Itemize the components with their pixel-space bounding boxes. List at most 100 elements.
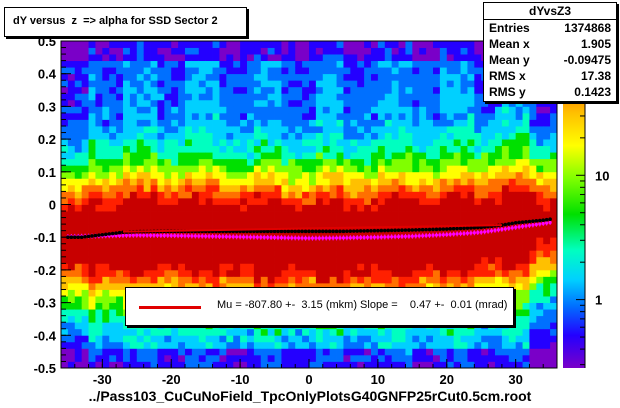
heatmap-cell	[109, 309, 117, 317]
heatmap-cell	[501, 152, 510, 160]
heatmap-cell	[88, 145, 96, 153]
heatmap-cell	[377, 126, 386, 133]
heatmap-cell	[123, 112, 131, 120]
heatmap-cell	[253, 165, 262, 173]
heatmap-cell	[191, 237, 200, 245]
heatmap-cell	[136, 211, 145, 218]
heatmap-cell	[198, 67, 207, 75]
heatmap-cell	[95, 354, 103, 362]
heatmap-cell	[336, 191, 344, 199]
heatmap-cell	[109, 197, 117, 205]
profile-point-magenta	[500, 227, 504, 231]
heatmap-cell	[391, 112, 399, 120]
heatmap-cell	[315, 80, 324, 88]
heatmap-cell	[185, 106, 193, 114]
heatmap-cell	[453, 328, 461, 336]
heatmap-cell	[398, 126, 406, 133]
heatmap-cell	[61, 211, 69, 218]
heatmap-cell	[274, 126, 282, 133]
heatmap-cell	[171, 178, 179, 186]
heatmap-cell	[460, 328, 468, 336]
profile-point-black	[355, 229, 360, 233]
heatmap-cell	[123, 282, 131, 290]
heatmap-cell	[253, 86, 262, 94]
heatmap-cell	[371, 269, 379, 277]
profile-point-magenta	[334, 236, 339, 240]
heatmap-cell	[129, 126, 138, 133]
heatmap-cell	[501, 211, 510, 218]
heatmap-cell	[233, 47, 241, 55]
profile-point-magenta	[279, 236, 284, 240]
heatmap-cell	[247, 348, 255, 356]
heatmap-cell	[240, 126, 248, 133]
heatmap-cell	[412, 184, 420, 192]
heatmap-cell	[343, 132, 351, 140]
heatmap-cell	[426, 256, 434, 264]
heatmap-cell	[198, 269, 207, 277]
heatmap-cell	[61, 276, 69, 284]
heatmap-cell	[178, 269, 186, 277]
heatmap-cell	[377, 152, 386, 160]
heatmap-cell	[102, 119, 110, 127]
heatmap-cell	[384, 132, 393, 140]
heatmap-cell	[281, 263, 289, 271]
heatmap-cell	[501, 282, 510, 290]
heatmap-cell	[336, 158, 344, 166]
heatmap-cell	[61, 348, 69, 356]
heatmap-cell	[384, 204, 393, 212]
heatmap-cell	[419, 178, 427, 186]
heatmap-cell	[426, 178, 434, 186]
profile-point-black	[97, 233, 101, 237]
heatmap-cell	[453, 152, 461, 160]
heatmap-cell	[398, 354, 406, 362]
heatmap-cell	[377, 250, 386, 258]
heatmap-cell	[288, 106, 296, 114]
profile-point-black	[69, 235, 74, 239]
heatmap-cell	[260, 41, 269, 48]
heatmap-cell	[536, 191, 544, 199]
profile-point-magenta	[448, 232, 452, 236]
heatmap-cell	[412, 132, 420, 140]
heatmap-cell	[253, 60, 262, 68]
heatmap-cell	[178, 335, 186, 343]
heatmap-cell	[129, 93, 138, 101]
heatmap-cell	[260, 282, 269, 290]
heatmap-cell	[371, 67, 379, 75]
heatmap-cell	[412, 106, 420, 114]
heatmap-cell	[309, 282, 317, 290]
x-tick-label: 10	[371, 372, 385, 387]
heatmap-cell	[157, 106, 165, 114]
heatmap-cell	[529, 106, 537, 114]
heatmap-cell	[260, 269, 269, 277]
heatmap-cell	[205, 126, 213, 133]
profile-point-black	[307, 229, 311, 234]
heatmap-cell	[191, 47, 200, 55]
profile-point-magenta	[479, 230, 483, 234]
heatmap-cell	[522, 132, 530, 140]
profile-point-magenta	[238, 235, 242, 239]
heatmap-cell	[226, 197, 234, 205]
heatmap-cell	[336, 348, 344, 356]
heatmap-cell	[495, 237, 503, 245]
heatmap-cell	[508, 354, 517, 362]
heatmap-cell	[501, 197, 510, 205]
heatmap-cell	[488, 132, 496, 140]
heatmap-cell	[212, 341, 220, 349]
heatmap-cell	[384, 276, 393, 284]
heatmap-cell	[412, 361, 420, 369]
heatmap-cell	[439, 217, 448, 225]
heatmap-cell	[474, 178, 482, 186]
heatmap-cell	[329, 132, 337, 140]
heatmap-cell	[460, 191, 468, 199]
heatmap-cell	[343, 171, 351, 179]
heatmap-cell	[129, 67, 138, 75]
heatmap-cell	[178, 139, 186, 147]
heatmap-cell	[426, 54, 434, 62]
heatmap-cell	[178, 217, 186, 225]
profile-point-black	[265, 229, 270, 234]
heatmap-cell	[371, 276, 379, 284]
heatmap-cell	[260, 67, 269, 75]
heatmap-cell	[350, 165, 358, 173]
heatmap-cell	[515, 197, 523, 205]
heatmap-cell	[253, 126, 262, 133]
